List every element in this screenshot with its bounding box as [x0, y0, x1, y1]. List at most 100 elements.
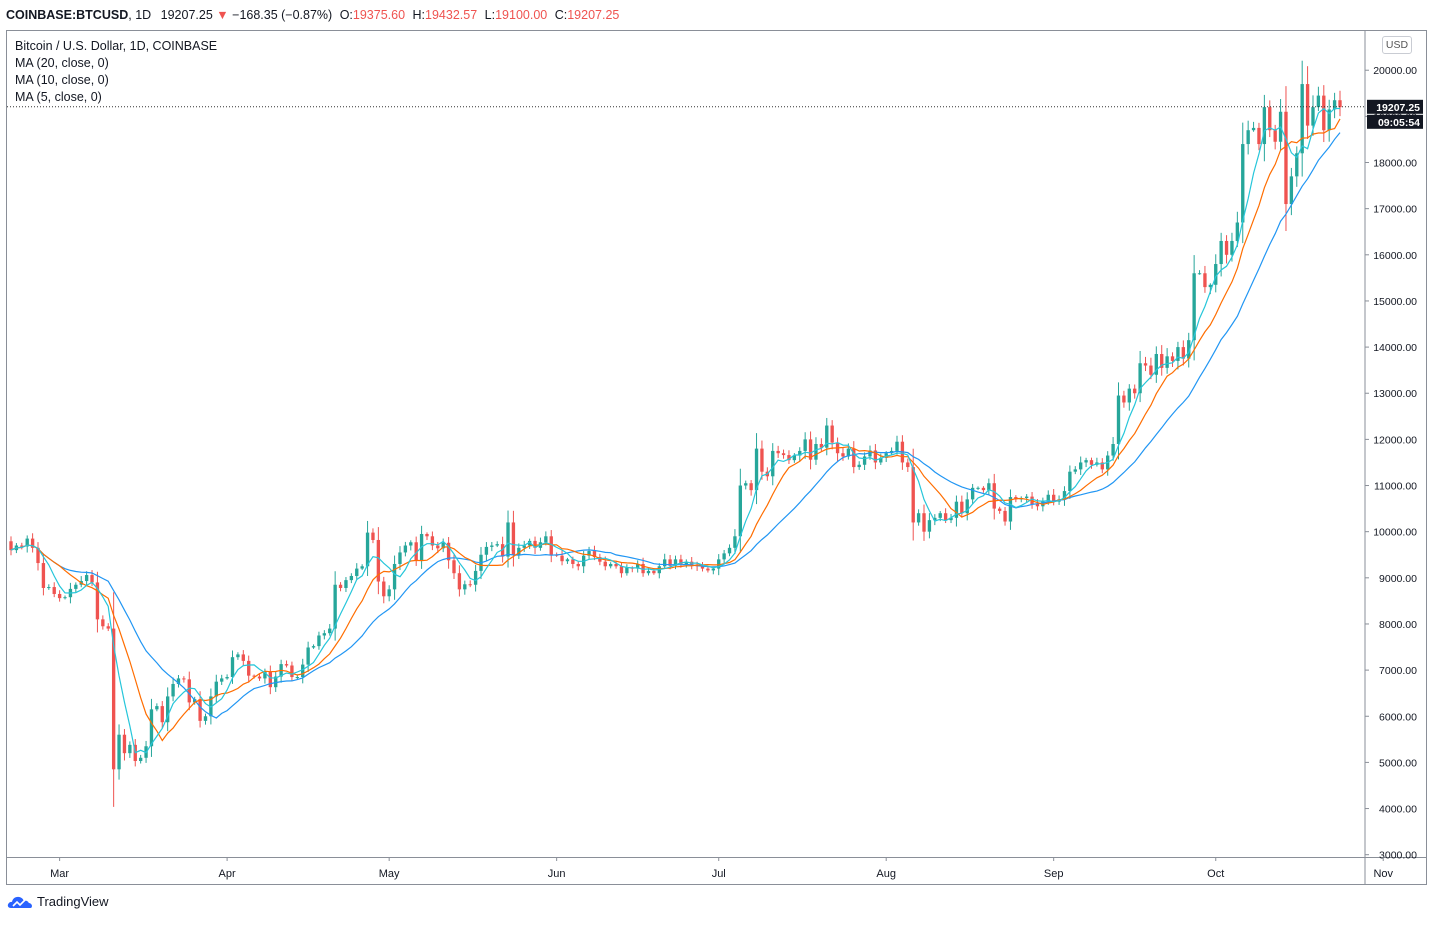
candle-body: [355, 568, 359, 576]
ma20-line: [10, 132, 1341, 719]
candle: [1295, 146, 1299, 187]
candle: [576, 561, 580, 571]
candle-body: [1143, 363, 1148, 366]
symbol-header: COINBASE:BTCUSD, 1D 19207.25 ▼ −168.35 (…: [6, 8, 620, 22]
candle: [906, 458, 910, 472]
interval[interactable]: 1D: [135, 8, 152, 22]
candle: [1251, 121, 1256, 132]
candle-body: [895, 441, 899, 451]
candle-body: [560, 555, 564, 562]
candle-body: [776, 450, 780, 454]
candle: [1133, 384, 1137, 399]
candle-body: [301, 664, 305, 678]
x-tick-label: Jun: [548, 868, 566, 880]
candle: [84, 571, 89, 586]
legend-ma10[interactable]: MA (10, close, 0): [15, 73, 109, 87]
candle-body: [943, 513, 948, 521]
candle-body: [1165, 356, 1169, 368]
candle-body: [522, 545, 526, 548]
candle-body: [1295, 153, 1299, 177]
candle-body: [565, 559, 570, 562]
candle: [95, 571, 100, 633]
candle: [468, 580, 472, 588]
candle-body: [425, 533, 429, 537]
candle-body: [1262, 107, 1267, 145]
symbol-name[interactable]: COINBASE:BTCUSD: [6, 8, 129, 22]
y-tick-label: 13000.00: [1373, 388, 1417, 400]
y-tick-label: 16000.00: [1373, 250, 1417, 262]
candle-body: [436, 545, 440, 549]
candle: [241, 650, 245, 666]
candle-body: [1084, 460, 1088, 463]
candle-body: [965, 499, 969, 514]
candle: [355, 563, 359, 580]
candle-body: [117, 734, 121, 770]
candle-body: [187, 679, 191, 703]
x-tick-label: Mar: [50, 868, 69, 880]
low-label: L:: [484, 8, 496, 22]
candle: [733, 529, 737, 554]
candle-body: [230, 657, 235, 678]
chart-legend: Bitcoin / U.S. Dollar, 1D, COINBASE MA (…: [15, 38, 217, 106]
candle-body: [1203, 273, 1207, 288]
candle: [317, 631, 321, 650]
candle: [392, 555, 397, 600]
candle: [922, 504, 926, 541]
last-price-badge-text: 19207.25: [1376, 102, 1420, 114]
candle-body: [149, 709, 154, 747]
legend-ma5[interactable]: MA (5, close, 0): [15, 90, 102, 104]
candle-body: [738, 485, 743, 537]
currency-button[interactable]: USD: [1382, 36, 1412, 54]
high-label: H:: [412, 8, 426, 22]
y-tick-label: 18000.00: [1373, 158, 1417, 170]
price-chart[interactable]: 3000.00 4000.00 5000.00 6000.00 7000.00 8000.…: [7, 31, 1426, 884]
candle: [565, 557, 570, 564]
candle: [1289, 167, 1294, 216]
candle: [1327, 99, 1331, 142]
candle: [414, 536, 418, 566]
candle: [128, 741, 132, 758]
candle-body: [122, 734, 127, 754]
y-tick-label: 4000.00: [1379, 804, 1417, 816]
candle: [857, 461, 861, 470]
candle: [382, 576, 386, 604]
candle: [30, 533, 35, 553]
candle-body: [333, 584, 337, 629]
candle: [630, 566, 634, 573]
candle-body: [803, 439, 807, 451]
candle-body: [549, 536, 553, 555]
candle-body: [787, 455, 791, 461]
candle: [1008, 489, 1013, 530]
tradingview-logo[interactable]: TradingView: [7, 894, 109, 909]
x-tick-label: Sep: [1044, 868, 1064, 880]
candle-body: [771, 450, 775, 477]
candle-body: [160, 706, 164, 723]
candle-body: [1008, 497, 1013, 522]
legend-ma20[interactable]: MA (20, close, 0): [15, 56, 109, 70]
candle: [257, 673, 262, 681]
candle: [36, 542, 40, 571]
y-tick-label: 15000.00: [1373, 296, 1417, 308]
high-value: 19432.57: [425, 8, 478, 22]
candle: [74, 582, 78, 593]
countdown-badge: [1367, 114, 1423, 129]
candle: [1246, 120, 1250, 155]
candle: [122, 729, 127, 761]
moving-averages-layer: [10, 107, 1341, 754]
candle-body: [852, 448, 856, 468]
candle-body: [1046, 494, 1050, 502]
candle: [1284, 86, 1288, 232]
last-price-badge: [1367, 99, 1423, 114]
candle-body: [754, 448, 759, 491]
candle: [549, 530, 553, 563]
candle-body: [198, 699, 202, 721]
candle-body: [47, 587, 51, 589]
candle-body: [371, 532, 375, 540]
candle: [117, 724, 121, 780]
candle-body: [819, 444, 824, 448]
candle-body: [511, 522, 516, 555]
candle-body: [1073, 469, 1077, 472]
candle: [814, 437, 818, 465]
candle: [165, 687, 170, 732]
ma10-line: [10, 118, 1341, 742]
